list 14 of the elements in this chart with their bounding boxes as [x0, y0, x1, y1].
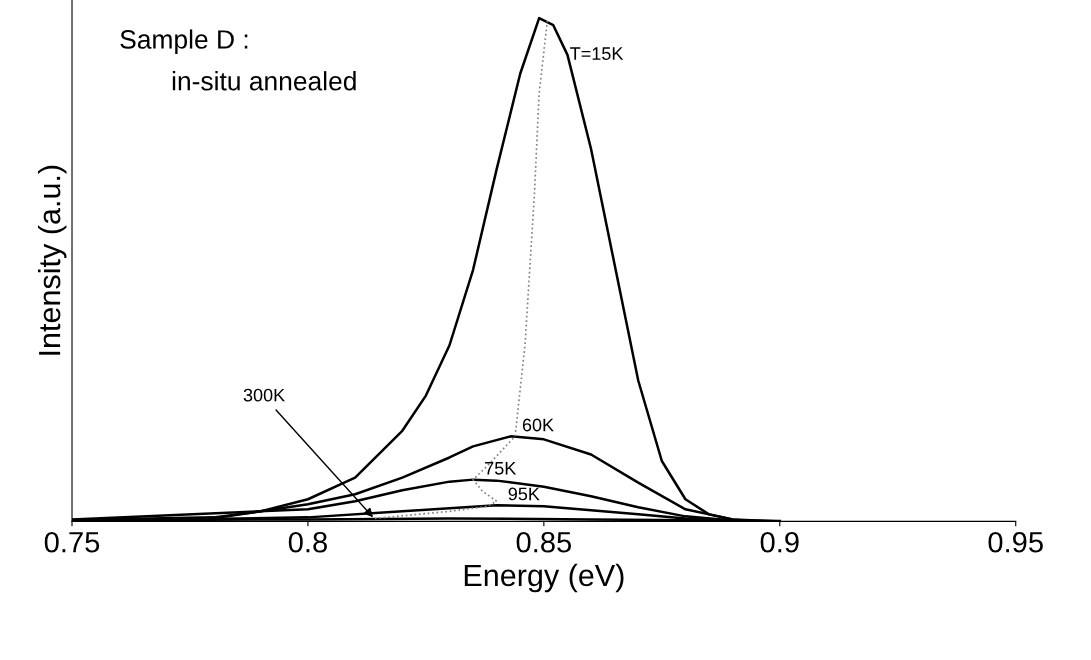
x-tick-label: 0.9: [760, 531, 799, 553]
annotation: Sample D :: [120, 29, 248, 55]
x-axis-title: Energy (eV): [464, 563, 624, 593]
series-label: 75K: [485, 462, 517, 475]
x-tick-label: 0.95: [988, 531, 1043, 553]
annotation: in-situ annealed: [172, 71, 356, 91]
series-label: 95K: [508, 487, 540, 501]
y-axis-title: Intensity (a.u.): [37, 165, 67, 355]
x-tick-label: 0.85: [516, 531, 572, 553]
series-label: T=15K: [570, 47, 624, 60]
x-tick-label: 0.8: [288, 531, 327, 553]
x-tick-label: 0.75: [44, 531, 100, 553]
series-label: 60K: [522, 418, 554, 432]
annotation: 300K: [243, 388, 285, 402]
